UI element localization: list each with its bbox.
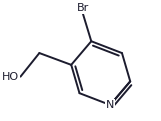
Text: N: N bbox=[106, 100, 114, 110]
Text: Br: Br bbox=[77, 3, 89, 13]
Text: HO: HO bbox=[2, 72, 19, 82]
